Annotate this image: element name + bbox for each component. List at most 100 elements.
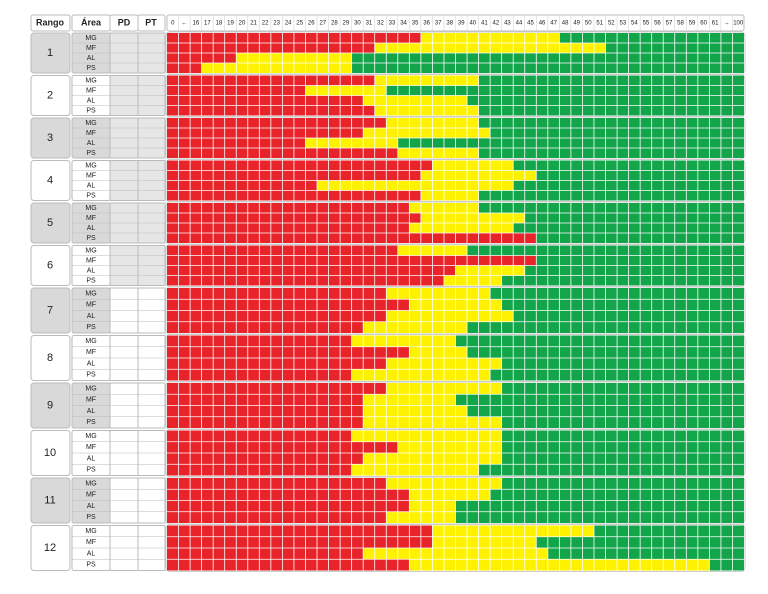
red-segment <box>167 548 364 560</box>
green-segment <box>455 500 744 512</box>
scale-label: 55 <box>643 21 650 27</box>
scale-label: 41 <box>481 21 488 27</box>
red-segment <box>167 383 387 395</box>
yellow-segment <box>409 346 468 358</box>
green-segment <box>478 464 744 476</box>
scale-label: 20 <box>239 21 246 27</box>
rango-label: 10 <box>44 447 56 459</box>
area-label: AL <box>87 360 96 367</box>
header-label: PT <box>145 17 157 27</box>
scale-label: 51 <box>596 21 603 27</box>
yellow-segment <box>397 148 479 158</box>
scale-label: ← <box>181 21 187 27</box>
scale-label: 60 <box>700 21 707 27</box>
rango-label: 2 <box>47 89 53 101</box>
green-segment <box>501 430 744 442</box>
scale-label: 24 <box>285 21 292 27</box>
area-label: AL <box>87 140 96 147</box>
green-segment <box>455 394 744 406</box>
scale-label: 45 <box>527 21 534 27</box>
red-segment <box>167 180 318 191</box>
scale-label: 32 <box>377 21 384 27</box>
scale-label: 47 <box>550 21 557 27</box>
rango-cell <box>30 287 71 334</box>
area-label: AL <box>87 225 96 232</box>
green-segment <box>455 335 744 347</box>
scale-label: 23 <box>273 21 280 27</box>
scale-label: 17 <box>204 21 211 27</box>
yellow-segment <box>363 405 468 417</box>
area-label: MG <box>85 433 96 440</box>
scale-label: 35 <box>412 21 419 27</box>
green-segment <box>524 265 744 276</box>
green-segment <box>501 441 744 453</box>
yellow-segment <box>420 190 479 201</box>
area-label: AL <box>87 55 96 62</box>
area-label: MG <box>85 247 96 254</box>
red-segment <box>167 223 410 233</box>
rango-cell <box>30 202 71 244</box>
scale-label: 18 <box>216 21 223 27</box>
scale-label: 25 <box>296 21 303 27</box>
yellow-segment <box>201 63 352 73</box>
scale-label: 37 <box>435 21 442 27</box>
header-cell <box>30 14 71 32</box>
green-segment <box>478 190 744 201</box>
green-segment <box>478 148 744 158</box>
header-cell <box>137 14 166 32</box>
green-segment <box>478 203 744 213</box>
red-segment <box>167 63 202 73</box>
red-segment <box>167 500 410 512</box>
rango-label: 11 <box>44 494 55 506</box>
yellow-segment <box>432 536 537 548</box>
scale-label: 21 <box>250 21 257 27</box>
area-label: AL <box>87 97 96 104</box>
red-segment <box>167 489 410 501</box>
scale-label: 38 <box>446 21 453 27</box>
green-segment <box>478 118 744 128</box>
area-label: PS <box>86 562 96 569</box>
scale-label: 39 <box>458 21 465 27</box>
rango-cell <box>30 245 71 286</box>
red-segment <box>167 358 387 370</box>
scale-label: 33 <box>389 21 396 27</box>
area-label: MF <box>86 397 96 404</box>
rango-label: 7 <box>47 304 53 316</box>
area-label: AL <box>87 267 96 274</box>
yellow-segment <box>351 464 479 476</box>
rango-cell <box>30 477 71 524</box>
area-label: MG <box>85 120 96 127</box>
green-segment <box>386 85 744 96</box>
scale-label: 49 <box>573 21 580 27</box>
scale-label: 28 <box>331 21 338 27</box>
red-segment <box>167 118 387 128</box>
rango-cell <box>30 335 71 381</box>
rango-label: 5 <box>47 217 53 229</box>
area-label: MF <box>86 302 96 309</box>
green-segment <box>593 525 744 537</box>
scale-label: 22 <box>262 21 269 27</box>
yellow-segment <box>363 95 468 106</box>
rango-cell <box>30 32 71 74</box>
red-segment <box>167 453 364 465</box>
yellow-segment <box>363 128 491 138</box>
area-label: MF <box>86 349 96 356</box>
green-segment <box>501 358 744 370</box>
scale-label: 58 <box>677 21 684 27</box>
header-label: Rango <box>36 17 65 27</box>
scale-label: 29 <box>343 21 350 27</box>
scale-label: 100 <box>733 21 744 27</box>
area-label: PS <box>86 514 96 521</box>
green-segment <box>501 383 744 395</box>
area-label: PS <box>86 277 96 284</box>
scale-label: 50 <box>585 21 592 27</box>
area-label: MF <box>86 444 96 451</box>
red-segment <box>167 525 433 537</box>
scale-label: 44 <box>516 21 523 27</box>
red-segment <box>167 559 410 571</box>
yellow-segment <box>351 335 456 347</box>
area-label: MG <box>85 480 96 487</box>
rango-label: 1 <box>47 47 53 59</box>
green-segment <box>547 548 744 560</box>
